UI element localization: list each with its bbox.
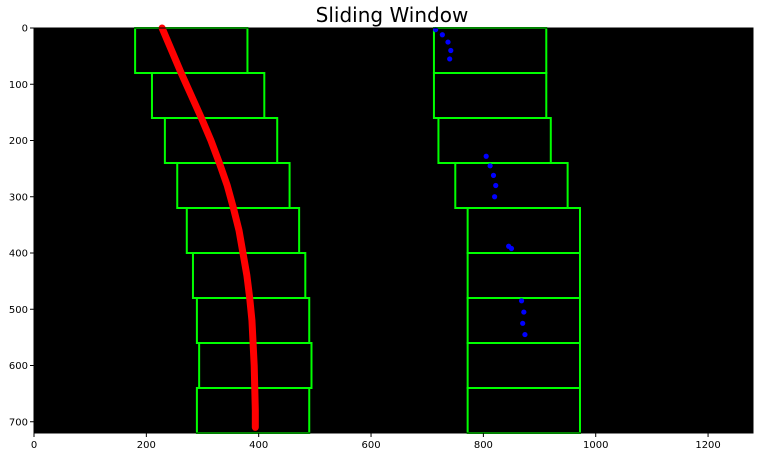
y-axis: 0 100 200 300 400 500 600 700 <box>9 24 34 428</box>
right-lane-point-9 <box>493 182 499 189</box>
right-lane-point-16 <box>522 331 528 338</box>
plot-frame <box>33 27 754 434</box>
right-lane-point-2 <box>439 32 445 38</box>
right-lane-point-4 <box>448 47 454 54</box>
y-tick-label: 0 <box>22 24 28 35</box>
right-lane-point-3 <box>445 39 451 45</box>
y-tick-label: 500 <box>9 305 28 316</box>
x-tick-label: 1000 <box>583 440 608 451</box>
right-lane-point-15 <box>520 320 526 326</box>
right-lane-point-10 <box>492 194 498 200</box>
y-tick-label: 700 <box>9 417 28 428</box>
y-tick-label: 100 <box>9 80 28 91</box>
right-lane-point-14 <box>521 309 527 315</box>
y-tick-label: 200 <box>9 136 28 147</box>
right-lane-point-13 <box>518 298 525 304</box>
x-tick-label: 0 <box>31 440 37 451</box>
right-lane-point-12 <box>508 245 515 252</box>
right-lane-point-6 <box>483 153 489 159</box>
lane-pixels <box>158 24 528 431</box>
left-lane-line <box>158 24 259 431</box>
y-tick-label: 300 <box>9 192 28 203</box>
y-tick-label: 600 <box>9 361 28 372</box>
x-tick-label: 1200 <box>695 440 720 451</box>
x-tick-label: 600 <box>361 440 380 451</box>
plot-area <box>34 28 753 433</box>
x-tick-label: 400 <box>249 440 268 451</box>
x-axis: 0 200 400 600 800 1000 1200 <box>31 433 721 451</box>
chart-title: Sliding Window <box>316 3 469 27</box>
x-tick-label: 200 <box>137 440 156 451</box>
right-lane-point-8 <box>490 172 497 178</box>
right-lane-point-7 <box>487 163 493 169</box>
y-tick-label: 400 <box>9 249 28 260</box>
right-lane-point-5 <box>447 56 453 62</box>
x-tick-label: 800 <box>474 440 493 451</box>
